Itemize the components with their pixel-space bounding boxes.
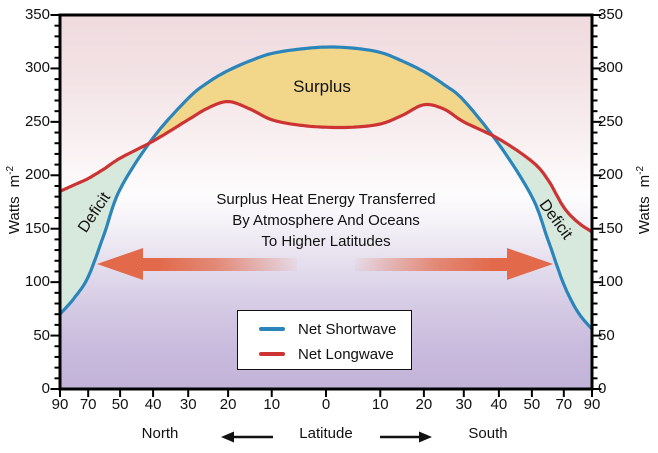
x-tick-label: 50 [111,396,129,413]
south-direction-arrow-icon [419,431,432,443]
x-tick-label: 30 [455,396,473,413]
surplus-region-label: Surplus [293,77,351,96]
legend-label: Net Shortwave [298,320,397,338]
y-tick-label: 200 [598,166,624,184]
y-tick-label: 300 [24,59,50,77]
y-tick-label: 50 [33,326,50,344]
y-tick-label: 50 [598,326,615,344]
y-tick-label: 150 [598,219,624,237]
annotation-line-3: To Higher Latitudes [261,233,391,250]
y-tick-label: 250 [24,112,50,130]
legend-label: Net Longwave [298,345,394,363]
x-axis-title: Latitude [299,425,353,442]
legend-item-net-longwave: Net Longwave [238,344,411,364]
y-tick-label: 350 [24,6,50,23]
y-tick-label: 0 [598,380,607,397]
x-tick-label: 70 [555,396,573,413]
x-tick-label: 0 [321,396,331,413]
y-tick-label: 250 [598,112,624,130]
annotation-line-2: By Atmosphere And Oceans [232,212,420,229]
y-axis-label-right: Wattsm-2 [635,165,653,235]
x-tick-label: 70 [79,396,97,413]
x-tick-label: 40 [490,396,508,413]
transfer-arrow-left [97,248,297,280]
x-tick-label: 50 [523,396,541,413]
y-tick-label: 300 [598,59,624,77]
north-direction-arrow-icon [221,431,234,443]
y-tick-label: 350 [598,6,624,23]
legend-item-net-shortwave: Net Shortwave [238,319,411,339]
x-tick-label: 10 [371,396,389,413]
x-tick-label: 90 [51,396,69,413]
y-tick-label: 100 [24,273,50,291]
transfer-arrow-right [355,248,553,280]
y-tick-label: 150 [24,219,50,237]
x-tick-label: 10 [263,396,281,413]
net-shortwave-swatch [259,326,285,332]
y-tick-label: 0 [41,380,50,397]
y-axis-label-left: Wattsm-2 [5,165,23,235]
x-tick-label: 90 [583,396,601,413]
transfer-annotation: Surplus Heat Energy Transferred By Atmos… [216,189,435,252]
y-tick-label: 100 [598,273,624,291]
x-axis-south-label: South [468,425,508,442]
legend: Net Shortwave Net Longwave [237,310,412,370]
x-axis-north-label: North [141,425,179,442]
x-tick-label: 20 [219,396,237,413]
annotation-line-1: Surplus Heat Energy Transferred [216,191,436,208]
net-longwave-swatch [259,351,285,357]
x-tick-label: 30 [179,396,197,413]
x-tick-label: 20 [415,396,433,413]
x-tick-label: 40 [144,396,162,413]
y-tick-label: 200 [24,166,50,184]
